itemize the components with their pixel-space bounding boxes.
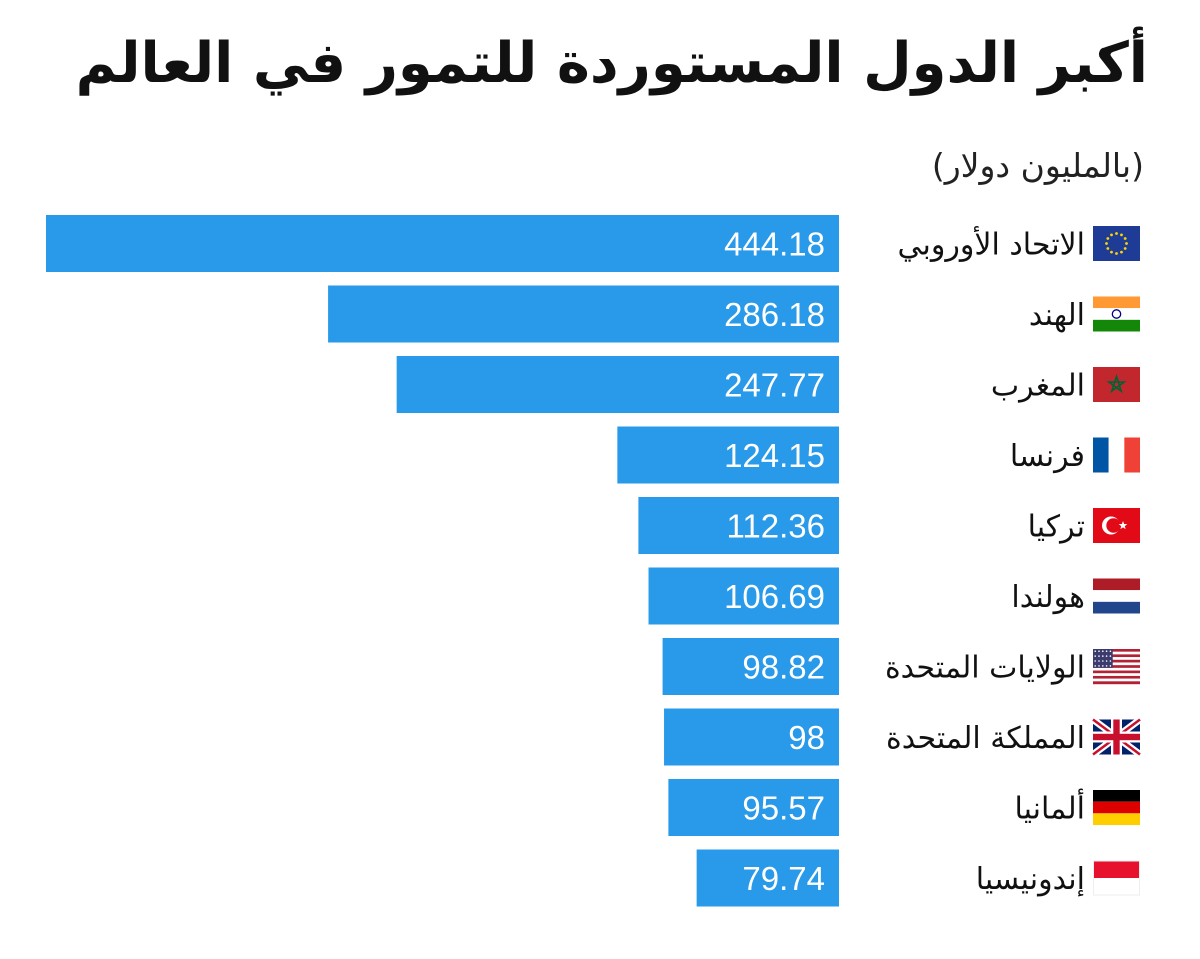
bar-value-label: 444.18 xyxy=(724,226,825,263)
bar xyxy=(46,215,839,272)
category-label: الولايات المتحدة xyxy=(885,651,1085,686)
category-label: الاتحاد الأوروبي xyxy=(898,225,1085,263)
bar xyxy=(638,497,839,554)
bar xyxy=(664,708,839,766)
bar xyxy=(617,426,839,484)
chart-subtitle: (بالمليون دولار) xyxy=(931,146,1144,185)
category-label: ألمانيا xyxy=(1014,788,1085,827)
bar-value-label: 106.69 xyxy=(724,578,825,615)
india-flag-icon xyxy=(1093,296,1140,332)
bar xyxy=(328,285,839,343)
bar-value-label: 247.77 xyxy=(724,367,825,404)
bar xyxy=(648,567,839,625)
category-label: إندونيسيا xyxy=(976,862,1085,897)
chart-title: أكبر الدول المستوردة للتمور في العالم xyxy=(75,31,1148,96)
bar-value-label: 98 xyxy=(788,719,825,756)
bar xyxy=(696,849,839,907)
netherlands-flag-icon xyxy=(1093,578,1140,614)
eu-flag-icon xyxy=(1093,226,1140,261)
category-label: المغرب xyxy=(991,369,1085,404)
france-flag-icon xyxy=(1093,437,1140,473)
bar-value-label: 98.82 xyxy=(742,649,825,686)
uk-flag-icon xyxy=(1090,716,1143,758)
bar-value-label: 79.74 xyxy=(742,860,825,897)
bar xyxy=(396,356,839,413)
bar-value-label: 286.18 xyxy=(724,296,825,333)
category-label: الهند xyxy=(1029,298,1085,333)
category-label: تركيا xyxy=(1028,510,1085,545)
bar-value-label: 112.36 xyxy=(727,508,825,545)
indonesia-flag-icon xyxy=(1093,860,1140,896)
turkey-flag-icon xyxy=(1093,508,1140,543)
bar-value-label: 95.57 xyxy=(742,790,825,827)
usa-flag-icon xyxy=(1093,649,1140,685)
germany-flag-icon xyxy=(1093,790,1140,825)
bar xyxy=(668,779,839,836)
bar xyxy=(662,638,839,695)
category-label: المملكة المتحدة xyxy=(886,721,1085,756)
bar-value-label: 124.15 xyxy=(724,437,825,474)
morocco-flag-icon xyxy=(1093,367,1140,402)
category-label: هولندا xyxy=(1011,580,1085,615)
category-label: فرنسا xyxy=(1010,439,1085,474)
